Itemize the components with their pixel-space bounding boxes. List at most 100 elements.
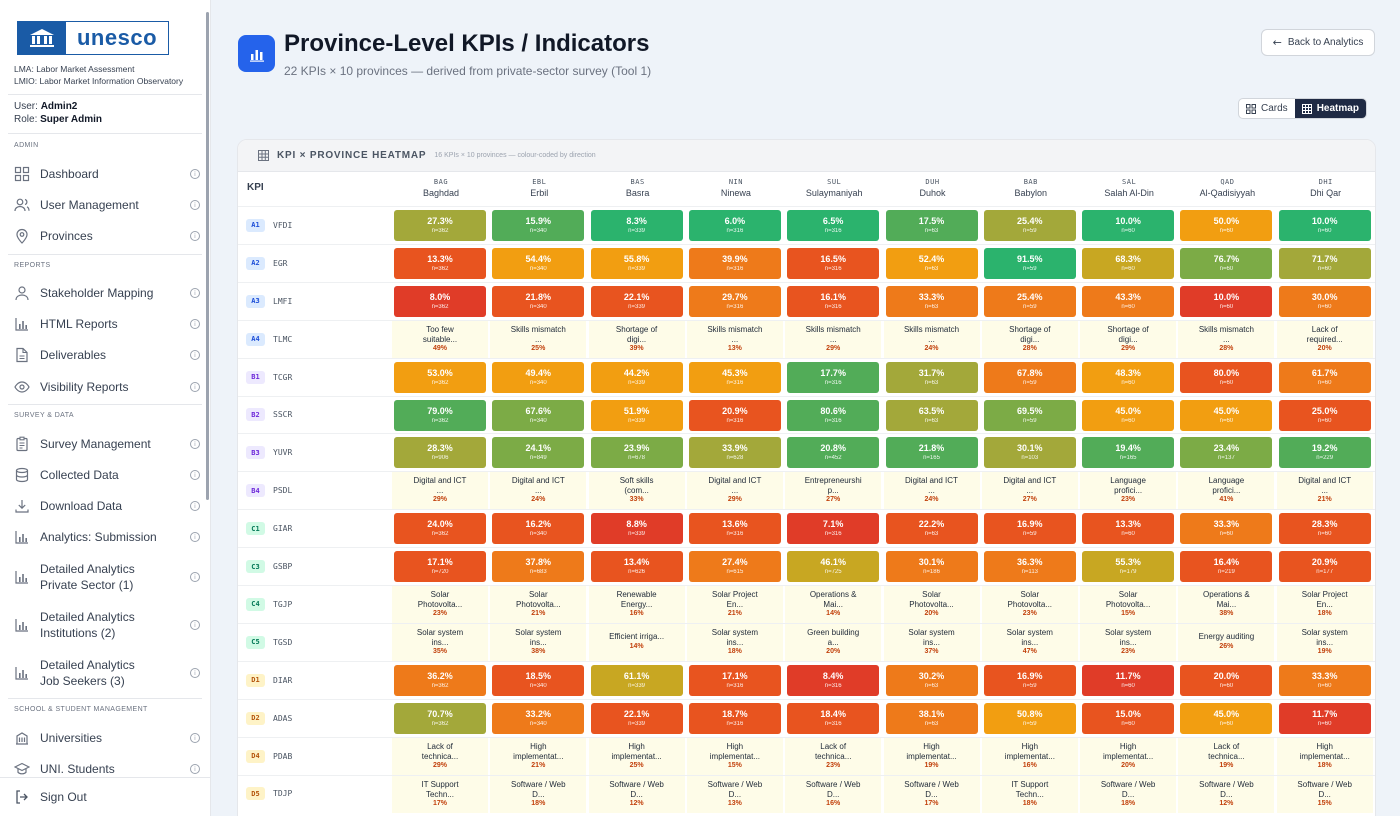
heatmap-text-cell[interactable]: Digital and ICT ... 21% [1276,472,1373,510]
heatmap-text-cell[interactable]: Solar system ins... 23% [1080,623,1177,661]
heatmap-cell[interactable]: 33.9% n=628 [688,437,781,469]
heatmap-text-cell[interactable]: Software / Web D... 15% [1276,775,1373,813]
heatmap-text-cell[interactable]: High implementat... 20% [1080,737,1177,775]
info-icon[interactable]: i [190,572,200,582]
heatmap-cell[interactable]: 48.3% n=60 [1082,361,1175,393]
heatmap-cell[interactable]: 27.4% n=615 [688,551,781,583]
heatmap-cell[interactable]: 69.5% n=59 [983,399,1076,431]
heatmap-cell[interactable]: 8.4% n=316 [787,664,880,696]
heatmap-cell[interactable]: 54.4% n=340 [492,247,585,279]
heatmap-cell[interactable]: 11.7% n=60 [1082,664,1175,696]
heatmap-cell[interactable]: 22.1% n=339 [590,702,683,734]
info-icon[interactable]: i [190,319,200,329]
heatmap-text-cell[interactable]: Shortage of digi... 29% [1080,320,1177,358]
info-icon[interactable]: i [190,231,200,241]
heatmap-cell[interactable]: 31.7% n=63 [885,361,978,393]
sidebar-item-detailed-analytics-private-sector-1[interactable]: Detailed Analytics Private Sector (1) i [14,561,200,593]
heatmap-cell[interactable]: 61.1% n=339 [590,664,683,696]
heatmap-cell[interactable]: 18.7% n=316 [688,702,781,734]
heatmap-text-cell[interactable]: Energy auditing 26% [1178,623,1275,661]
heatmap-cell[interactable]: 29.7% n=316 [688,285,781,317]
heatmap-cell[interactable]: 50.0% n=60 [1180,210,1273,241]
heatmap-cell[interactable]: 33.3% n=60 [1180,513,1273,545]
heatmap-text-cell[interactable]: Solar Photovolta... 21% [490,586,587,623]
heatmap-cell[interactable]: 28.3% n=906 [394,437,486,469]
heatmap-cell[interactable]: 8.3% n=339 [590,210,683,241]
info-icon[interactable]: i [190,288,200,298]
heatmap-text-cell[interactable]: Software / Web D... 17% [883,775,980,813]
heatmap-text-cell[interactable]: Solar system ins... 35% [392,623,488,661]
heatmap-cell[interactable]: 23.4% n=137 [1180,437,1273,469]
heatmap-text-cell[interactable]: IT Support Techn... 17% [392,775,488,813]
heatmap-text-cell[interactable]: Entrepreneurshi p... 27% [785,472,882,510]
sidebar-item-dashboard[interactable]: Dashboard i [14,166,200,182]
heatmap-text-cell[interactable]: Solar system ins... 19% [1276,623,1373,661]
heatmap-cell[interactable]: 13.4% n=626 [590,551,683,583]
heatmap-cell[interactable]: 30.0% n=60 [1278,285,1371,317]
heatmap-text-cell[interactable]: Lack of technica... 29% [392,737,488,775]
heatmap-text-cell[interactable]: Lack of technica... 19% [1178,737,1275,775]
heatmap-cell[interactable]: 8.8% n=339 [590,513,683,545]
heatmap-cell[interactable]: 6.0% n=316 [688,210,781,241]
heatmap-cell[interactable]: 25.4% n=59 [983,285,1076,317]
heatmap-text-cell[interactable]: Skills mismatch ... 13% [686,320,783,358]
heatmap-cell[interactable]: 39.9% n=316 [688,247,781,279]
heatmap-cell[interactable]: 76.7% n=60 [1180,247,1273,279]
heatmap-text-cell[interactable]: IT Support Techn... 18% [981,775,1078,813]
heatmap-text-cell[interactable]: Solar Photovolta... 23% [981,586,1078,623]
sidebar-scrollbar[interactable] [206,12,209,500]
heatmap-text-cell[interactable]: Software / Web D... 18% [1080,775,1177,813]
heatmap-text-cell[interactable]: Solar system ins... 37% [883,623,980,661]
heatmap-text-cell[interactable]: Software / Web D... 12% [1178,775,1275,813]
heatmap-cell[interactable]: 30.2% n=63 [885,664,978,696]
heatmap-cell[interactable]: 20.8% n=452 [787,437,880,469]
heatmap-cell[interactable]: 46.1% n=725 [787,551,880,583]
sidebar-item-survey-management[interactable]: Survey Management i [14,436,200,452]
heatmap-text-cell[interactable]: Operations & Mai... 38% [1178,586,1275,623]
sidebar-item-universities[interactable]: Universities i [14,730,200,746]
heatmap-text-cell[interactable]: Solar system ins... 18% [686,623,783,661]
heatmap-text-cell[interactable]: High implementat... 25% [588,737,685,775]
cards-view-button[interactable]: Cards [1239,99,1295,118]
heatmap-cell[interactable]: 67.6% n=340 [492,399,585,431]
heatmap-cell[interactable]: 16.1% n=316 [787,285,880,317]
heatmap-cell[interactable]: 52.4% n=63 [885,247,978,279]
heatmap-text-cell[interactable]: Software / Web D... 16% [785,775,882,813]
heatmap-cell[interactable]: 24.0% n=362 [394,513,486,545]
heatmap-text-cell[interactable]: Lack of required... 20% [1276,320,1373,358]
heatmap-text-cell[interactable]: High implementat... 19% [883,737,980,775]
info-icon[interactable]: i [190,620,200,630]
heatmap-cell[interactable]: 16.2% n=340 [492,513,585,545]
heatmap-text-cell[interactable]: Soft skills (com... 33% [588,472,685,510]
heatmap-cell[interactable]: 19.4% n=165 [1082,437,1175,469]
heatmap-text-cell[interactable]: Lack of technica... 23% [785,737,882,775]
heatmap-text-cell[interactable]: Digital and ICT ... 29% [686,472,783,510]
sidebar-item-provinces[interactable]: Provinces i [14,228,200,244]
heatmap-cell[interactable]: 45.0% n=60 [1180,399,1273,431]
info-icon[interactable]: i [190,169,200,179]
heatmap-cell[interactable]: 80.6% n=316 [787,399,880,431]
heatmap-text-cell[interactable]: Solar Project En... 21% [686,586,783,623]
heatmap-cell[interactable]: 20.0% n=60 [1180,664,1273,696]
heatmap-cell[interactable]: 33.3% n=63 [885,285,978,317]
heatmap-cell[interactable]: 79.0% n=362 [394,399,486,431]
heatmap-text-cell[interactable]: Solar system ins... 47% [981,623,1078,661]
info-icon[interactable]: i [190,439,200,449]
heatmap-text-cell[interactable]: Solar system ins... 38% [490,623,587,661]
heatmap-text-cell[interactable]: Solar Project En... 18% [1276,586,1373,623]
info-icon[interactable]: i [190,501,200,511]
heatmap-cell[interactable]: 22.1% n=339 [590,285,683,317]
heatmap-cell[interactable]: 91.5% n=59 [983,247,1076,279]
heatmap-cell[interactable]: 63.5% n=63 [885,399,978,431]
sidebar-item-user-management[interactable]: User Management i [14,197,200,213]
info-icon[interactable]: i [190,764,200,774]
heatmap-cell[interactable]: 21.8% n=340 [492,285,585,317]
heatmap-cell[interactable]: 18.5% n=340 [492,664,585,696]
heatmap-cell[interactable]: 13.3% n=362 [394,247,486,279]
heatmap-text-cell[interactable]: Solar Photovolta... 20% [883,586,980,623]
heatmap-cell[interactable]: 8.0% n=362 [394,285,486,317]
heatmap-cell[interactable]: 67.8% n=59 [983,361,1076,393]
heatmap-text-cell[interactable]: High implementat... 16% [981,737,1078,775]
heatmap-cell[interactable]: 45.0% n=60 [1180,702,1273,734]
heatmap-cell[interactable]: 68.3% n=60 [1082,247,1175,279]
